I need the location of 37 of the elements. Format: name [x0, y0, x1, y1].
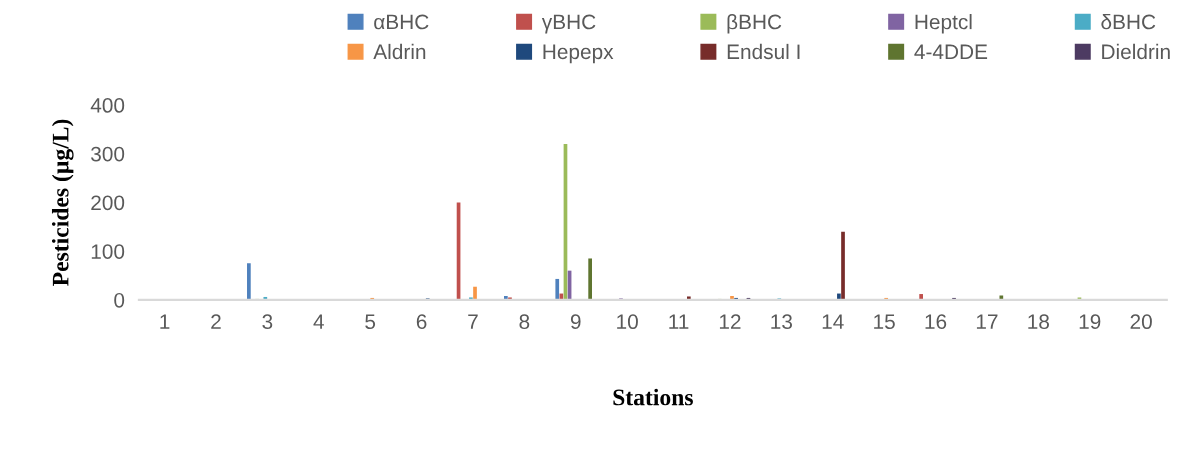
legend-label: Dieldrin [1102, 43, 1170, 60]
x-tick-label: 12 [719, 314, 741, 329]
x-tick-label: 2 [211, 314, 221, 329]
x-axis-title: Stations [613, 388, 693, 406]
y-tick-label: 300 [91, 146, 125, 162]
y-tick-label: 0 [114, 292, 125, 308]
legend-label: γBHC [541, 14, 596, 34]
x-tick-label: 17 [976, 314, 998, 329]
legend-label: βBHC [727, 14, 782, 34]
legend-label: Hepepx [543, 44, 614, 64]
x-tick-label: 11 [669, 314, 689, 329]
legend-label: 4-4DDE [914, 44, 988, 59]
legend-label: δBHC [1101, 14, 1156, 30]
y-tick-label: 400 [90, 98, 125, 113]
legend-label: Endsul I [727, 43, 800, 60]
x-tick-label: 20 [1130, 314, 1152, 330]
x-tick-label: 19 [1079, 314, 1101, 330]
x-tick-label: 1 [160, 314, 170, 329]
legend-label: Aldrin [373, 43, 426, 60]
x-tick-label: 6 [416, 314, 427, 330]
x-tick-label: 7 [468, 314, 478, 329]
x-tick-label: 13 [771, 314, 793, 330]
legend-label: Heptcl [915, 14, 972, 34]
x-tick-label: 15 [874, 314, 895, 330]
x-tick-label: 16 [925, 314, 947, 330]
y-tick-label: 100 [91, 244, 125, 259]
x-tick-label: 4 [313, 314, 324, 329]
y-axis-title: Pesticides (µg/L) [51, 119, 74, 286]
x-tick-label: 14 [822, 314, 844, 329]
x-tick-label: 5 [365, 314, 376, 330]
x-tick-label: 8 [519, 314, 530, 330]
x-tick-label: 9 [570, 314, 581, 330]
y-tick-label: 200 [91, 195, 125, 211]
x-tick-label: 18 [1028, 314, 1050, 330]
x-tick-label: 3 [262, 314, 273, 330]
x-tick-label: 10 [617, 314, 638, 330]
legend-label: αBHC [374, 14, 429, 30]
